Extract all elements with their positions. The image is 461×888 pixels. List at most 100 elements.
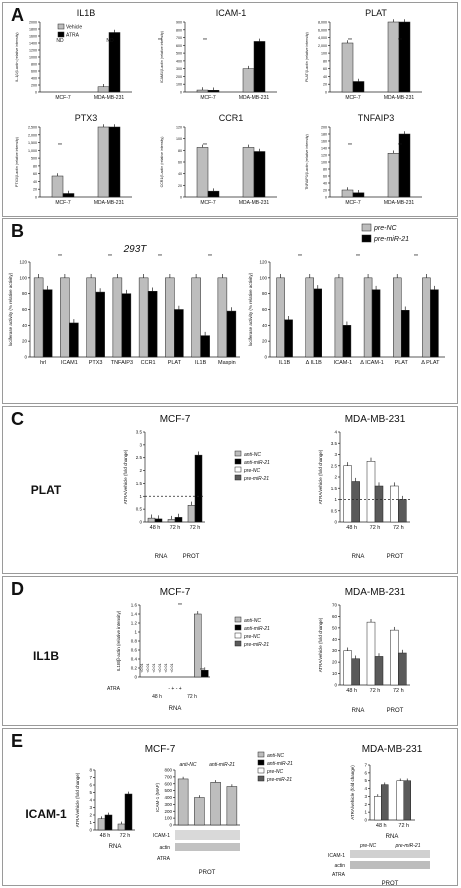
x-tick-label: TNFAIP3 <box>111 360 133 366</box>
chart-title: PTX3 <box>75 113 98 123</box>
panel-a: A <box>2 2 458 217</box>
legend-swatch <box>234 474 242 481</box>
y-tick-label: 0 <box>334 520 337 525</box>
bar <box>422 277 431 358</box>
x-tick-label: 48 h <box>150 525 161 531</box>
y-axis-label: IL1B/β-actin (relative intensity) <box>116 610 121 671</box>
bar <box>177 778 189 826</box>
chart-title: TNFAIP3 <box>358 113 395 123</box>
bar <box>121 293 132 358</box>
y-tick-label: 40 <box>262 323 268 328</box>
y-tick-label: 0 <box>24 355 27 360</box>
y-tick-label: 800 <box>164 768 172 773</box>
legend-swatch <box>361 223 372 232</box>
bar <box>97 818 106 831</box>
bar <box>117 823 126 831</box>
bar <box>253 41 266 93</box>
legend-label: anti-miR-21 <box>244 460 270 466</box>
y-tick-label: 4 <box>334 430 337 435</box>
y-axis-label: ICAM-1 (MAF) <box>155 783 160 812</box>
bar <box>334 277 344 358</box>
y-tick-label: 180 <box>321 133 327 137</box>
y-tick-label: 300 <box>176 67 182 71</box>
annotation: <0.01 <box>146 663 150 672</box>
bar <box>242 147 255 198</box>
bar <box>363 277 373 358</box>
y-tick-label: 0 <box>364 818 367 823</box>
y-tick-label: 100 <box>321 52 327 56</box>
y-tick-label: 20 <box>178 184 182 188</box>
bar <box>167 519 176 523</box>
y-tick-label: 5 <box>364 778 367 783</box>
blot-band <box>175 830 240 840</box>
bar <box>313 288 322 358</box>
y-tick-label: 1600 <box>29 35 37 39</box>
bar <box>174 309 184 358</box>
chart-title: PLAT <box>365 8 387 18</box>
y-axis-label: ATRA/vehicle (fold change) <box>318 617 323 672</box>
y-tick-label: 2 <box>139 468 142 473</box>
group-label: RNA <box>386 834 399 840</box>
y-tick-label: 40 <box>33 180 37 184</box>
significance-marker: ** <box>58 143 62 149</box>
group-label: PROT <box>382 881 399 887</box>
legend-swatch <box>234 624 242 631</box>
y-tick-label: 0.2 <box>131 666 138 671</box>
row-label: IL1B <box>33 649 59 663</box>
significance-marker: ** <box>108 254 112 260</box>
y-tick-label: 100 <box>164 816 172 821</box>
y-tick-label: 0 <box>169 823 172 828</box>
y-tick-label: 0 <box>180 196 182 200</box>
blot-label: ICAM-1 <box>328 853 345 859</box>
bar <box>343 650 352 686</box>
bar <box>33 277 44 358</box>
bar <box>194 797 205 826</box>
x-tick-label: MDA-MB-231 <box>384 95 415 101</box>
y-tick-label: 120 <box>19 260 27 265</box>
x-tick-label: Δ ICAM-1 <box>360 360 384 366</box>
group-label: anti-miR-21 <box>209 762 235 768</box>
y-axis-label: ATRA/vehicle (fold change) <box>75 772 80 827</box>
y-tick-label: 0.5 <box>136 507 143 512</box>
blot-label: ICAM-1 <box>153 833 170 839</box>
y-tick-label: 6,000 <box>318 28 327 32</box>
blot-label: actin <box>334 863 345 869</box>
legend-label: anti-miR-21 <box>244 626 270 632</box>
bar <box>430 289 439 358</box>
bar <box>226 786 238 826</box>
bar <box>200 335 210 358</box>
y-tick-label: 160 <box>321 140 327 144</box>
y-tick-label: 2,000 <box>28 133 37 137</box>
x-tick-label: MCF-7 <box>200 95 215 101</box>
bar <box>60 277 70 358</box>
y-tick-label: 0 <box>264 355 267 360</box>
bar <box>374 796 382 821</box>
chart-title: MCF-7 <box>145 744 176 755</box>
y-tick-label: 1 <box>364 810 367 815</box>
y-tick-label: 0 <box>89 828 92 833</box>
bar <box>390 629 399 686</box>
bar <box>341 42 354 93</box>
y-tick-label: 80 <box>262 291 268 296</box>
y-tick-label: 60 <box>178 161 182 165</box>
bar <box>226 310 237 358</box>
bar <box>210 782 221 826</box>
legend-label: pre-miR-21 <box>243 642 269 648</box>
bar <box>104 814 113 831</box>
y-tick-label: 60 <box>262 307 268 312</box>
legend-label: Vehicle <box>66 25 82 31</box>
panel-letter: D <box>11 579 24 599</box>
bar <box>366 461 376 523</box>
x-tick-label: PLAT <box>168 360 182 366</box>
legend-swatch <box>57 31 65 38</box>
legend-label: anti-NC <box>244 452 261 458</box>
bar <box>207 190 220 198</box>
group-label: RNA <box>155 554 168 560</box>
y-tick-label: 1,500 <box>28 141 37 145</box>
y-axis-label: PLAT/β-actin (relative intensity) <box>305 32 309 82</box>
bar <box>398 21 411 93</box>
y-tick-label: 20 <box>33 188 37 192</box>
x-tick-label: MCF-7 <box>345 200 360 206</box>
y-tick-label: 60 <box>332 614 338 619</box>
legend-label: pre-miR-21 <box>373 236 409 243</box>
